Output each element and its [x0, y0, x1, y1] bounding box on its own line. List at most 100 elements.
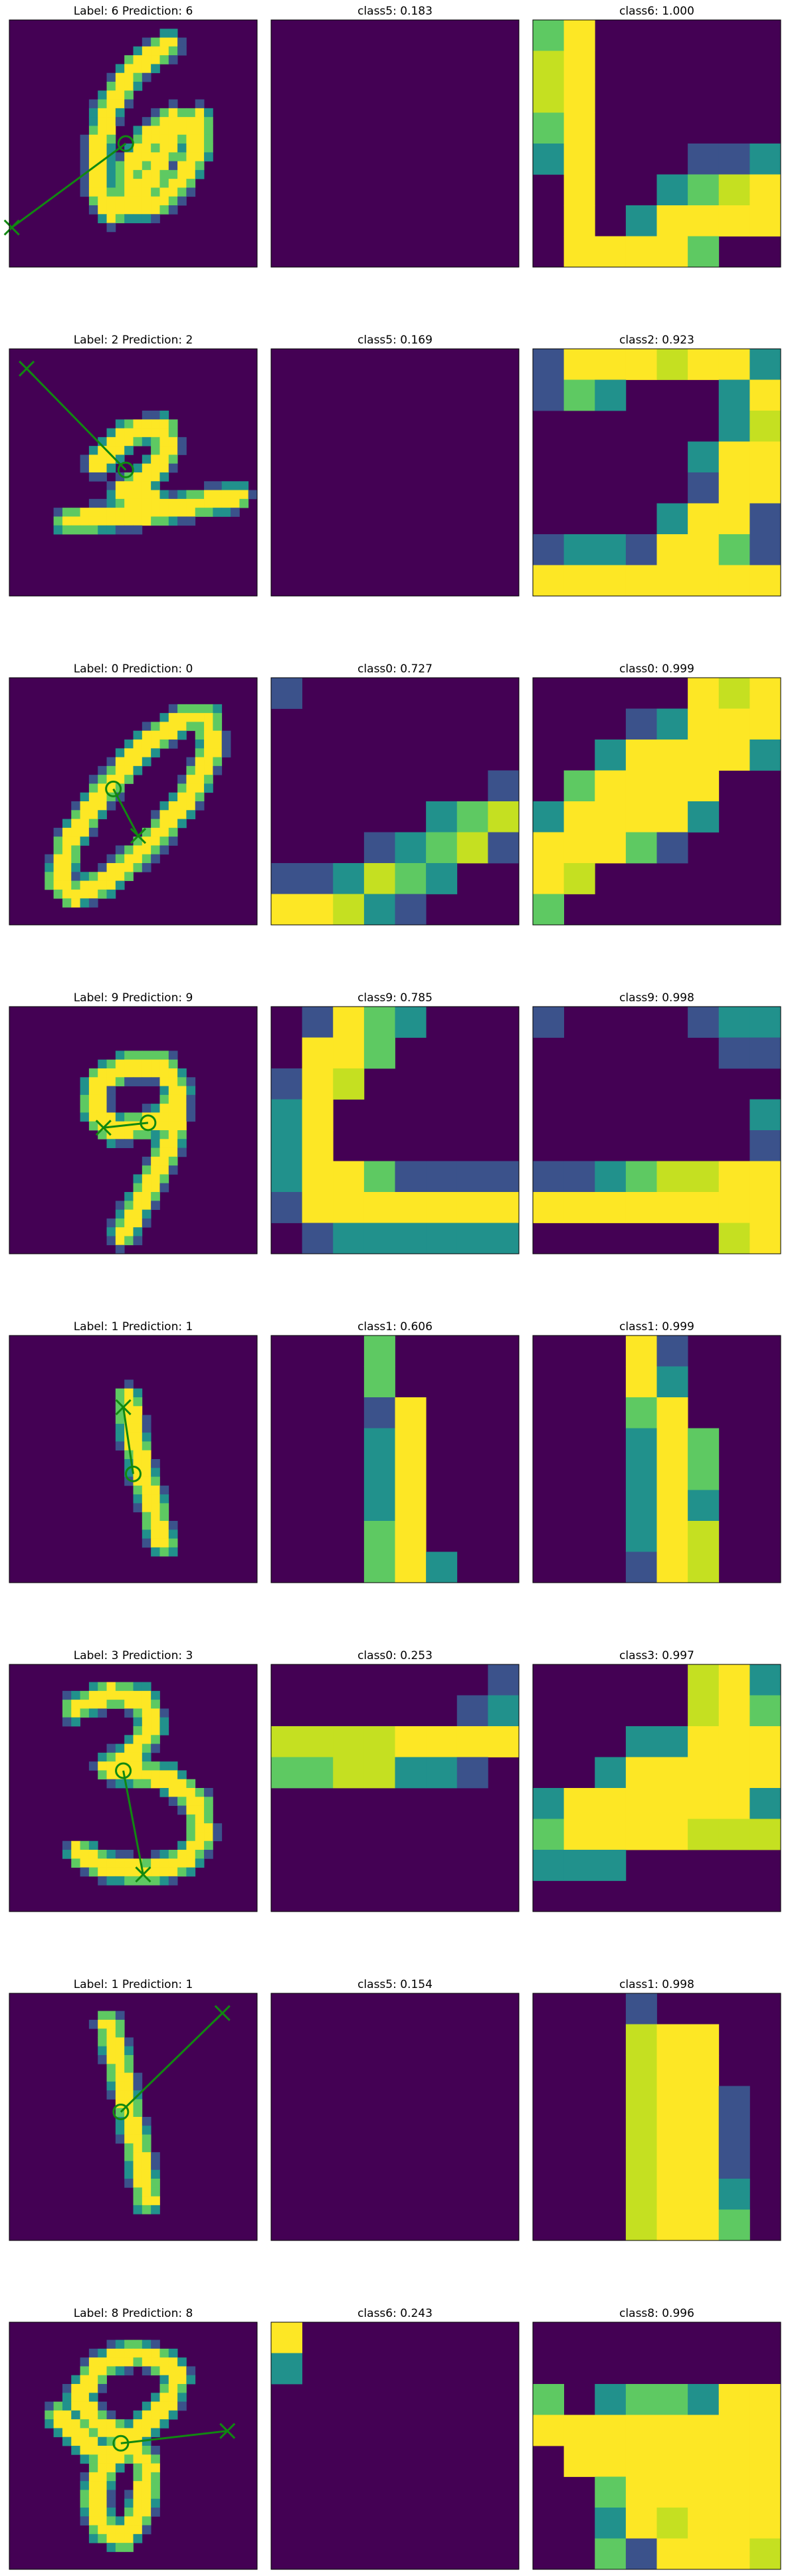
- heatmap-cell: [177, 713, 187, 722]
- heatmap-cell: [142, 1130, 151, 1139]
- heatmap-cell: [625, 1726, 657, 1757]
- heatmap-cell: [106, 801, 116, 811]
- heatmap-cell: [168, 1867, 178, 1877]
- panel-title: class5: 0.169: [357, 334, 433, 347]
- heatmap-cell: [168, 99, 178, 109]
- heatmap-cell: [133, 2205, 143, 2215]
- heatmap-cell: [151, 508, 160, 517]
- heatmap-cell: [204, 134, 213, 144]
- heatmap-cell: [533, 82, 565, 113]
- heatmap-cell: [168, 801, 178, 811]
- heatmap-cell: [106, 2516, 116, 2526]
- arrow-origin-circle: [117, 461, 134, 478]
- heatmap-cell: [115, 64, 125, 74]
- heatmap-cell: [142, 419, 151, 429]
- heatmap-cell: [71, 2419, 80, 2428]
- heatmap-cell: [98, 2375, 107, 2385]
- heatmap-image: [271, 1336, 519, 1583]
- heatmap-cell: [124, 525, 134, 535]
- heatmap-cell: [142, 437, 151, 446]
- attribution-arrow: [95, 1114, 157, 1136]
- heatmap-cell: [533, 1007, 565, 1038]
- heatmap-cell: [563, 379, 595, 411]
- heatmap-cell: [106, 1743, 116, 1753]
- heatmap-cell: [168, 730, 178, 740]
- heatmap-cell: [88, 1112, 98, 1122]
- heatmap-cell: [80, 1094, 90, 1104]
- heatmap-cell: [88, 1761, 98, 1771]
- heatmap-panel: Label: 9 Prediction: 9: [9, 991, 258, 1254]
- heatmap-cell: [80, 2419, 90, 2428]
- heatmap-image: [533, 1007, 781, 1254]
- heatmap-cell: [124, 2543, 134, 2552]
- heatmap-cell: [98, 2348, 107, 2358]
- heatmap-cell: [115, 2454, 125, 2464]
- heatmap-cell: [186, 179, 196, 188]
- heatmap-cell: [142, 722, 151, 732]
- heatmap-cell: [71, 819, 80, 829]
- heatmap-cell: [688, 1192, 720, 1223]
- heatmap-cell: [98, 169, 107, 179]
- heatmap-cell: [204, 498, 213, 508]
- heatmap-cell: [159, 810, 169, 819]
- heatmap-cell: [71, 2401, 80, 2411]
- heatmap-panel: Label: 2 Prediction: 2: [9, 334, 258, 597]
- heatmap-cell: [133, 740, 143, 749]
- heatmap-cell: [688, 2055, 720, 2086]
- heatmap-cell: [195, 508, 205, 517]
- heatmap-cell: [124, 498, 134, 508]
- heatmap-cell: [177, 1840, 187, 1850]
- heatmap-image: [9, 1007, 257, 1254]
- heatmap-cell: [151, 1858, 160, 1868]
- heatmap-cell: [80, 2393, 90, 2402]
- heatmap-cell: [151, 1468, 160, 1477]
- heatmap-cell: [151, 126, 160, 136]
- heatmap-cell: [168, 1104, 178, 1113]
- heatmap-cell: [168, 108, 178, 118]
- heatmap-cell: [53, 854, 63, 864]
- heatmap-cell: [718, 1007, 750, 1038]
- heatmap-cell: [115, 1433, 125, 1442]
- heatmap-cell: [151, 2366, 160, 2376]
- heatmap-cell: [688, 2415, 720, 2446]
- heatmap-cell: [88, 179, 98, 188]
- heatmap-cell: [688, 770, 720, 802]
- heatmap-cell: [595, 832, 627, 864]
- heatmap-cell: [98, 2011, 107, 2021]
- heatmap-cell: [656, 349, 688, 380]
- heatmap-cell: [159, 1494, 169, 1504]
- heatmap-cell: [133, 1770, 143, 1780]
- heatmap-cell: [159, 205, 169, 215]
- heatmap-cell: [595, 1192, 627, 1223]
- heatmap-cell: [106, 90, 116, 100]
- heatmap-cell: [115, 1050, 125, 1060]
- heatmap-cell: [168, 1779, 178, 1789]
- heatmap-cell: [239, 498, 249, 508]
- heatmap-cell: [159, 1050, 169, 1060]
- heatmap-image: [9, 20, 257, 267]
- heatmap-cell: [124, 1867, 134, 1877]
- heatmap-cell: [142, 2357, 151, 2367]
- heatmap-cell: [124, 1201, 134, 1210]
- heatmap-cell: [133, 179, 143, 188]
- heatmap-cell: [98, 179, 107, 188]
- heatmap-cell: [159, 1094, 169, 1104]
- heatmap-cell: [159, 2401, 169, 2411]
- heatmap-cell: [688, 236, 720, 268]
- heatmap-cell: [115, 1388, 125, 1398]
- heatmap-cell: [115, 428, 125, 438]
- heatmap-cell: [168, 704, 178, 714]
- heatmap-cell: [159, 498, 169, 508]
- heatmap-cell: [142, 411, 151, 420]
- heatmap-cell: [159, 1077, 169, 1086]
- heatmap-cell: [204, 730, 213, 740]
- panel-frame: [9, 2322, 258, 2570]
- panel-title: Label: 3 Prediction: 3: [74, 1649, 193, 1662]
- panel-title: class1: 0.998: [619, 1978, 694, 1991]
- heatmap-cell: [88, 2366, 98, 2376]
- heatmap-cell: [177, 490, 187, 500]
- heatmap-cell: [124, 152, 134, 161]
- heatmap-cell: [98, 810, 107, 819]
- heatmap-cell: [133, 1752, 143, 1762]
- heatmap-cell: [271, 1192, 303, 1223]
